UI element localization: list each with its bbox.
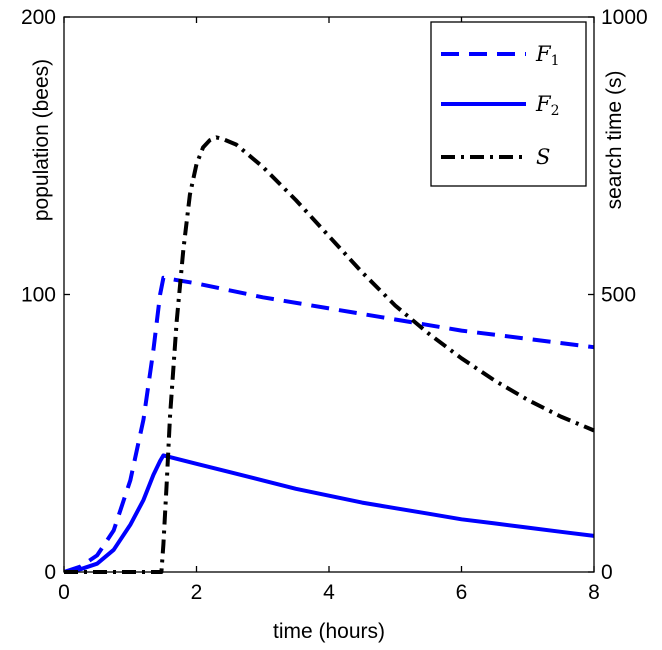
series-line-f2 (63, 453, 595, 574)
legend-label-f2: F2 (535, 92, 560, 119)
y-axis-right-title: search time (s) (603, 71, 626, 210)
series-line-f1 (63, 275, 595, 574)
series-layer (63, 135, 595, 574)
y-right-tick-label: 1000 (601, 6, 648, 29)
y-right-tick-label: 500 (601, 284, 636, 307)
x-tick-label: 4 (323, 581, 335, 604)
x-tick-label: 8 (588, 581, 600, 604)
series-line-s (64, 135, 595, 574)
y-tick-label: 200 (21, 6, 56, 29)
y-right-tick-label: 0 (601, 561, 613, 584)
y-tick-label: 100 (21, 284, 56, 307)
legend-label-s: S (536, 145, 550, 169)
x-tick-label: 6 (456, 581, 468, 604)
x-axis-title: time (hours) (273, 620, 385, 643)
legend-label-f1: F1 (535, 42, 560, 69)
y-axis-title: population (bees) (30, 59, 53, 221)
legend-items: F1 F2 S (441, 42, 560, 169)
y-tick-label: 0 (44, 561, 56, 584)
x-tick-label: 0 (58, 581, 70, 604)
legend: F1 F2 S (430, 21, 587, 187)
x-tick-label: 2 (191, 581, 203, 604)
